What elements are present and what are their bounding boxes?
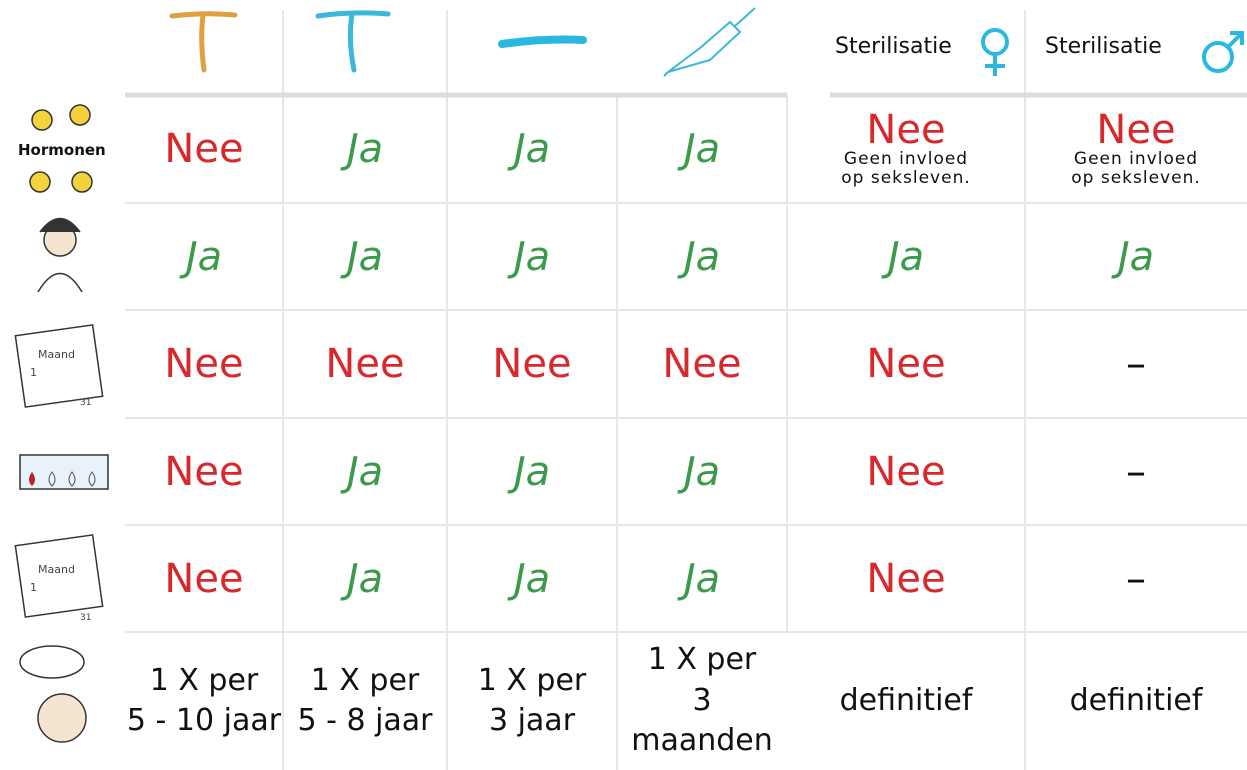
answer: Ja [683,233,721,280]
answer: Nee [164,341,244,387]
cell: Ja [447,418,617,525]
answer: Nee [662,341,742,387]
cell-line: 1 X per [310,662,420,698]
answer: Nee [866,448,946,495]
cell: Ja [617,418,787,525]
cell: Ja [617,203,787,310]
cell: – [1025,525,1247,632]
icon-text: 1 [30,366,37,379]
cell: Ja [447,525,617,632]
cell-line: 5 - 8 jaar [297,703,433,738]
cell: Nee [125,525,283,632]
cell: 1 X per 3 jaar [447,632,617,770]
cell: – [1025,418,1247,525]
row-label: Hormonen [18,141,106,159]
answer: Ja [185,233,223,280]
cell: Nee [125,95,283,203]
answer: Ja [346,233,384,280]
answer: Nee [866,107,946,154]
column-header: Sterilisatie [1045,34,1162,59]
answer: Ja [346,448,384,495]
cell: Ja [1025,203,1247,310]
icon-text: Maand [38,348,75,361]
cell: Nee [617,310,787,418]
cell: Ja [447,203,617,310]
answer: – [1126,341,1146,387]
answer: Nee [164,555,244,602]
answer: Nee [164,448,244,495]
cell: Nee Geen invloed op seksleven. [1025,95,1247,203]
cell-line: 3 jaar [488,703,576,738]
icon-text: 31 [80,398,92,408]
answer: Nee [164,126,244,172]
answer: Ja [887,233,925,280]
note: op seksleven. [1071,168,1201,188]
cell: Ja [787,203,1025,310]
cell: Ja [447,95,617,203]
answer: Nee [325,341,405,387]
column-header: Sterilisatie [835,34,952,59]
answer: Ja [346,126,384,172]
cell: Nee [447,310,617,418]
cell-line: 3 maanden [631,682,773,759]
cell: Ja [283,203,447,310]
icon-text: 1 [30,581,37,594]
cell: 1 X per 5 - 8 jaar [283,632,447,770]
cell-line: 1 X per [477,662,587,698]
answer: Ja [1117,233,1155,280]
cell-line: 5 - 10 jaar [126,703,282,738]
answer: – [1126,448,1146,495]
cell: Nee [125,418,283,525]
answer: Ja [683,126,721,172]
cell-line: definitief [839,682,973,718]
cell: definitief [1025,632,1247,770]
cell: 1 X per 3 maanden [617,632,787,770]
cell: definitief [787,632,1025,770]
answer: Nee [1096,107,1176,154]
cell: Ja [617,525,787,632]
answer: Ja [513,126,551,172]
cell: Nee [787,310,1025,418]
answer: Nee [866,341,946,387]
cell: Nee Geen invloed op seksleven. [787,95,1025,203]
cell: Nee [787,418,1025,525]
cell: Ja [283,525,447,632]
answer: Ja [513,448,551,495]
cell-line: 1 X per [149,662,259,698]
note: Geen invloed [843,149,969,170]
cell: Ja [283,95,447,203]
note: Geen invloed [1073,149,1199,170]
cell: Nee [125,310,283,418]
icon-text: Maand [38,563,75,576]
icon-text: 31 [80,613,92,623]
cell: 1 X per 5 - 10 jaar [125,632,283,770]
answer: Nee [492,341,572,387]
cell-line: definitief [1069,682,1203,718]
answer: Ja [683,555,721,602]
note: op seksleven. [841,168,971,188]
cell: – [1025,310,1247,418]
answer: Ja [683,448,721,495]
answer: Ja [346,555,384,602]
answer: Ja [513,233,551,280]
cell: Nee [787,525,1025,632]
answer: Ja [513,555,551,602]
cell: Nee [283,310,447,418]
cell: Ja [283,418,447,525]
answer: Nee [866,555,946,602]
answer: – [1126,555,1146,602]
cell: Ja [125,203,283,310]
cell: Ja [617,95,787,203]
cell-line: 1 X per [647,642,757,678]
